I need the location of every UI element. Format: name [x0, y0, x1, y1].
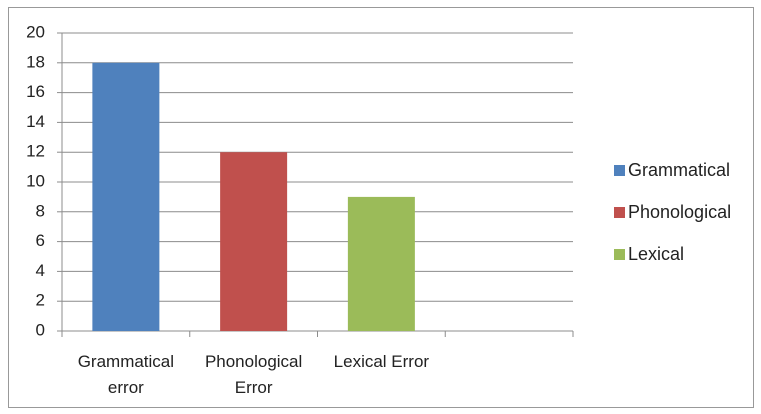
y-tick-label: 16: [26, 82, 45, 101]
y-tick-label: 6: [36, 231, 45, 250]
legend-swatch: [614, 165, 625, 176]
y-tick-label: 14: [26, 112, 45, 131]
y-tick-label: 20: [26, 22, 45, 41]
y-tick-label: 10: [26, 171, 45, 190]
x-tick-label: Phonological Error: [204, 352, 303, 397]
legend-swatch: [614, 249, 625, 260]
legend-label: Phonological: [628, 202, 731, 222]
y-tick-label: 8: [36, 201, 45, 220]
legend-label: Lexical: [628, 244, 684, 264]
y-tick-label: 12: [26, 142, 45, 161]
x-tick-label: Grammatical error: [77, 352, 175, 397]
y-tick-label: 4: [36, 261, 45, 280]
x-tick-label-box: Phonological Error: [204, 352, 303, 397]
y-tick-label: 2: [36, 291, 45, 310]
x-tick-label-box: Grammatical error: [77, 352, 175, 397]
bar: [220, 152, 288, 331]
legend-label: Grammatical: [628, 160, 730, 180]
x-tick-label: Lexical Error: [333, 352, 430, 371]
x-tick-label-box: Lexical Error: [333, 352, 430, 371]
bar: [92, 62, 160, 332]
y-tick-label: 18: [26, 52, 45, 71]
bar: [347, 196, 415, 331]
legend-swatch: [614, 207, 625, 218]
y-tick-label: 0: [36, 320, 45, 339]
